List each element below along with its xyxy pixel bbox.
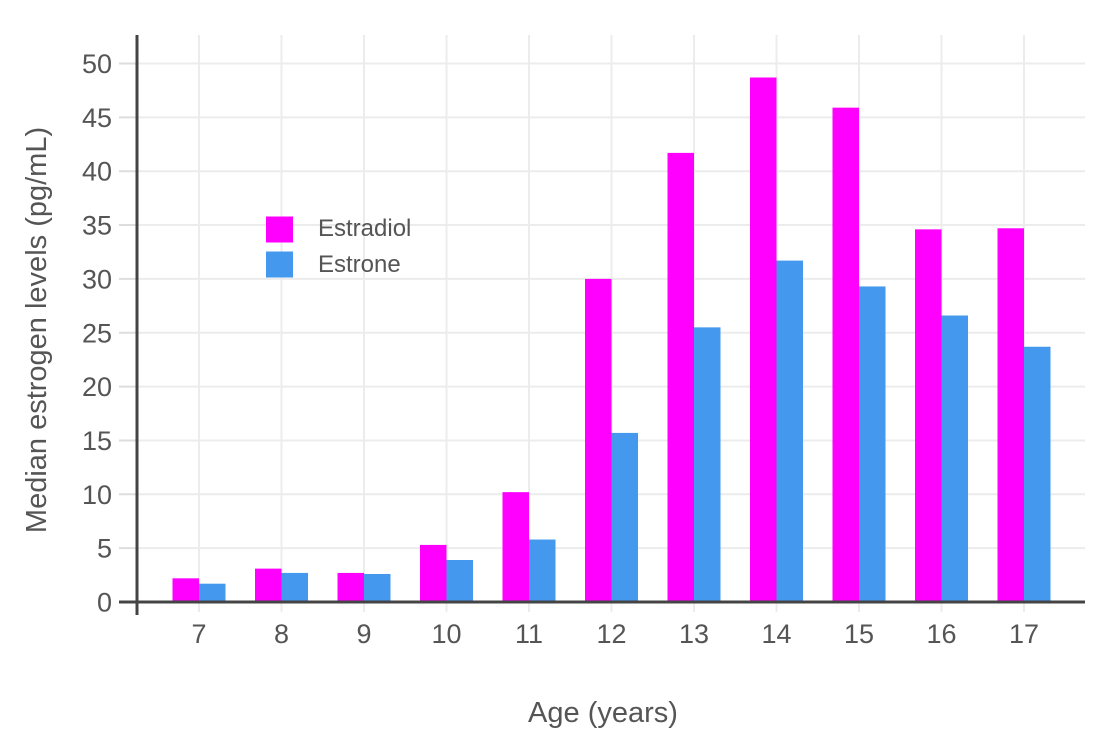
y-tick-label: 10 xyxy=(82,480,112,510)
bar-estradiol-age-13 xyxy=(667,152,694,603)
bar-estrone-age-10 xyxy=(446,559,473,602)
bar-estrone-age-11 xyxy=(529,539,556,602)
x-axis-title: Age (years) xyxy=(528,697,678,729)
bar-estradiol-age-11 xyxy=(502,492,529,602)
x-tick-label: 14 xyxy=(761,619,791,649)
x-tick-label: 17 xyxy=(1009,619,1039,649)
y-axis-title: Median estrogen levels (pg/mL) xyxy=(21,127,53,533)
legend-label-estrone[interactable]: Estrone xyxy=(318,251,401,278)
bar-estradiol-age-8 xyxy=(255,568,282,602)
x-tick-label: 8 xyxy=(274,619,289,649)
bar-estradiol-age-16 xyxy=(915,229,942,602)
y-tick-label: 30 xyxy=(82,264,112,294)
y-tick-label: 20 xyxy=(82,372,112,402)
y-tick-label: 25 xyxy=(82,318,112,348)
x-tick-label: 13 xyxy=(679,619,709,649)
legend-item-estradiol[interactable]: Estradiol xyxy=(266,215,411,243)
plot-area: 0 5 10 15 20 25 30 35 40 45 50 7 8 9 10 11 12 13 14 15 16 17 xyxy=(82,35,1085,649)
y-tick-label: 50 xyxy=(82,49,112,79)
bar-estrone-age-16 xyxy=(941,315,968,602)
legend-label-estradiol[interactable]: Estradiol xyxy=(318,215,411,242)
x-tick-label: 10 xyxy=(431,619,461,649)
bar-estradiol-age-17 xyxy=(997,228,1024,602)
bar-estrone-age-15 xyxy=(859,286,886,602)
bar-estradiol-age-15 xyxy=(832,107,859,603)
bar-estradiol-age-7 xyxy=(172,578,199,602)
legend: Estradiol Estrone xyxy=(266,215,411,278)
x-tick-label: 7 xyxy=(191,619,206,649)
legend-swatch-estrone[interactable] xyxy=(266,251,293,278)
y-tick-label: 5 xyxy=(97,534,112,564)
bar-estradiol-age-10 xyxy=(420,544,447,602)
x-tick-label: 12 xyxy=(596,619,626,649)
x-tick-label: 9 xyxy=(356,619,371,649)
bar-estrone-age-13 xyxy=(694,327,721,602)
y-tick-label: 15 xyxy=(82,426,112,456)
bar-estrone-age-7 xyxy=(199,583,226,602)
bar-estrone-age-14 xyxy=(776,260,803,602)
bar-estradiol-age-14 xyxy=(750,77,777,603)
bar-estrone-age-9 xyxy=(364,573,391,602)
legend-swatch-estradiol[interactable] xyxy=(266,216,293,243)
bar-estrone-age-17 xyxy=(1024,346,1051,602)
bar-estrone-age-12 xyxy=(611,432,638,602)
bar-estradiol-age-9 xyxy=(337,572,364,602)
x-tick-label: 16 xyxy=(926,619,956,649)
y-tick-label: 0 xyxy=(97,588,112,618)
bar-estradiol-age-12 xyxy=(585,278,612,602)
legend-item-estrone[interactable]: Estrone xyxy=(266,251,401,278)
bar-estrone-age-8 xyxy=(281,572,308,602)
y-tick-label: 35 xyxy=(82,211,112,241)
x-tick-label: 11 xyxy=(515,619,543,649)
y-tick-label: 45 xyxy=(82,103,112,133)
x-tick-label: 15 xyxy=(844,619,874,649)
y-tick-label: 40 xyxy=(82,157,112,187)
